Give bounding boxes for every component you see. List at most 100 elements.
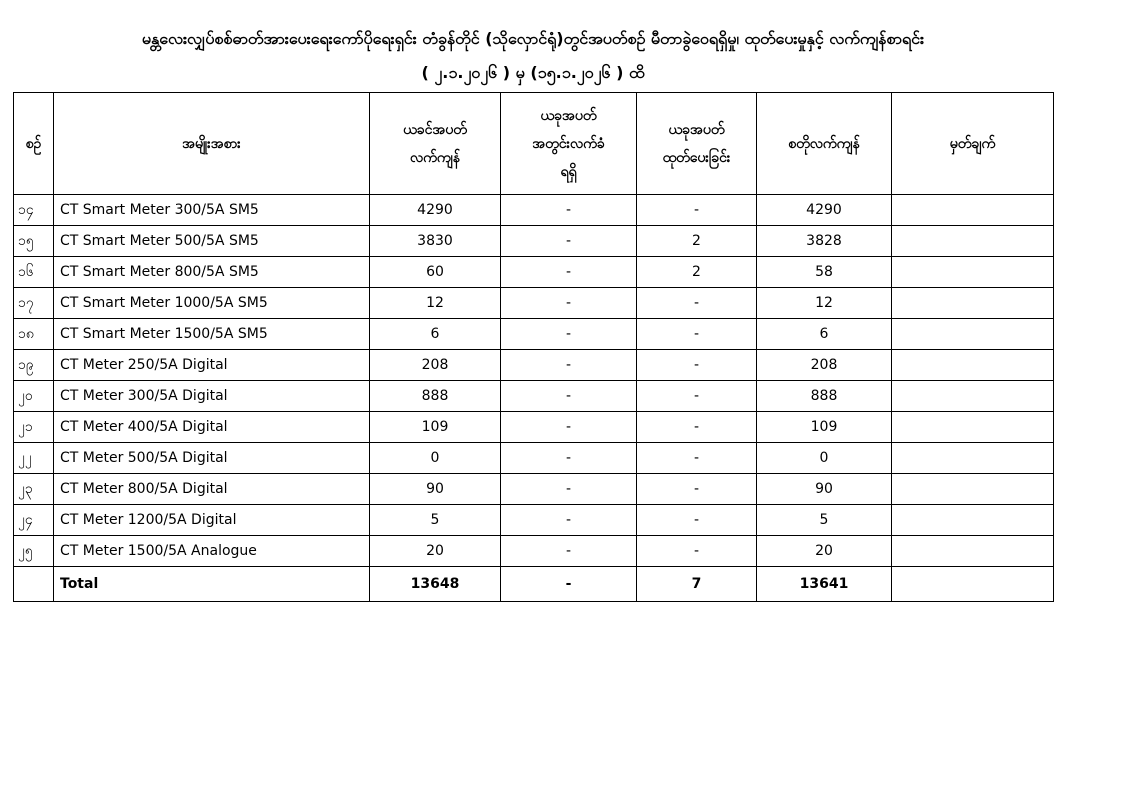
issued: 2: [636, 256, 757, 288]
remarks: [891, 349, 1054, 381]
received: -: [500, 442, 637, 474]
row-no: ၁၆: [13, 256, 54, 288]
received: -: [500, 256, 637, 288]
row-no: ၁၅: [13, 225, 54, 257]
table-row: ၁၇ CT Smart Meter 1000/5A SM5 12- -12: [13, 287, 1054, 319]
table-row: ၂၅ CT Meter 1500/5A Analogue 20- -20: [13, 535, 1054, 567]
store-balance: 12: [756, 287, 892, 319]
issued: -: [636, 535, 757, 567]
remarks: [891, 380, 1054, 412]
total-row: Total 13648-7 13641: [13, 566, 1054, 602]
issued: 7: [636, 566, 757, 602]
received: -: [500, 473, 637, 505]
header-issued: ယခုအပတ် ထုတ်ပေးခြင်း: [636, 92, 757, 195]
remarks: [891, 225, 1054, 257]
remarks: [891, 287, 1054, 319]
row-no: ၁၇: [13, 287, 54, 319]
issued: -: [636, 194, 757, 226]
header-row: စဉ် အမျိုးအစား ယခင်အပတ် လက်ကျန် ယခုအပတ် …: [13, 92, 1054, 195]
header-no: စဉ်: [13, 92, 54, 195]
received: -: [500, 349, 637, 381]
previous-balance: 0: [369, 442, 501, 474]
meter-type: CT Meter 500/5A Digital: [53, 442, 370, 474]
issued: -: [636, 380, 757, 412]
remarks: [891, 535, 1054, 567]
issued: -: [636, 287, 757, 319]
meter-type: CT Meter 400/5A Digital: [53, 411, 370, 443]
table-row: ၁၈ CT Smart Meter 1500/5A SM5 6- -6: [13, 318, 1054, 350]
header-type: အမျိုးအစား: [53, 92, 370, 195]
row-no: ၂၃: [13, 473, 54, 505]
date-range: ( ၂.၁.၂၀၂၆ ) မှ (၁၅.၁.၂၀၂၆ ) ထိ: [421, 63, 645, 82]
received: -: [500, 287, 637, 319]
meter-type: CT Smart Meter 1500/5A SM5: [53, 318, 370, 350]
row-no: [13, 566, 54, 602]
store-balance: 20: [756, 535, 892, 567]
previous-balance: 12: [369, 287, 501, 319]
header-previous-balance: ယခင်အပတ် လက်ကျန်: [369, 92, 501, 195]
header-store-balance: စတိုလက်ကျန်: [756, 92, 892, 195]
store-balance: 888: [756, 380, 892, 412]
row-no: ၂၄: [13, 504, 54, 536]
store-balance: 3828: [756, 225, 892, 257]
remarks: [891, 411, 1054, 443]
store-balance: 4290: [756, 194, 892, 226]
remarks: [891, 504, 1054, 536]
remarks: [891, 194, 1054, 226]
header-remarks: မှတ်ချက်: [891, 92, 1054, 195]
received: -: [500, 411, 637, 443]
table-row: ၁၆ CT Smart Meter 800/5A SM5 60-2 58: [13, 256, 1054, 288]
received: -: [500, 535, 637, 567]
header-received: ယခုအပတ် အတွင်းလက်ခံ ရရှိ: [500, 92, 637, 195]
table-row: ၂၃ CT Meter 800/5A Digital 90- -90: [13, 473, 1054, 505]
meter-type: Total: [53, 566, 370, 602]
remarks: [891, 318, 1054, 350]
table-row: ၂၁ CT Meter 400/5A Digital 109- -109: [13, 411, 1054, 443]
previous-balance: 20: [369, 535, 501, 567]
previous-balance: 109: [369, 411, 501, 443]
row-no: ၁၉: [13, 349, 54, 381]
remarks: [891, 473, 1054, 505]
row-no: ၁၈: [13, 318, 54, 350]
received: -: [500, 504, 637, 536]
row-no: ၂၂: [13, 442, 54, 474]
previous-balance: 888: [369, 380, 501, 412]
row-no: ၂၁: [13, 411, 54, 443]
table-row: ၁၅ CT Smart Meter 500/5A SM5 3830-2 3828: [13, 225, 1054, 257]
store-balance: 5: [756, 504, 892, 536]
previous-balance: 4290: [369, 194, 501, 226]
received: -: [500, 225, 637, 257]
meter-type: CT Smart Meter 800/5A SM5: [53, 256, 370, 288]
previous-balance: 90: [369, 473, 501, 505]
issued: -: [636, 349, 757, 381]
table-row: ၁၄ CT Smart Meter 300/5A SM5 4290- -4290: [13, 194, 1054, 226]
received: -: [500, 194, 637, 226]
store-balance: 0: [756, 442, 892, 474]
table-row: ၁၉ CT Meter 250/5A Digital 208- -208: [13, 349, 1054, 381]
meter-type: CT Meter 800/5A Digital: [53, 473, 370, 505]
remarks: [891, 566, 1054, 602]
meter-type: CT Smart Meter 1000/5A SM5: [53, 287, 370, 319]
previous-balance: 208: [369, 349, 501, 381]
store-balance: 208: [756, 349, 892, 381]
store-balance: 90: [756, 473, 892, 505]
remarks: [891, 442, 1054, 474]
store-balance: 109: [756, 411, 892, 443]
issued: -: [636, 411, 757, 443]
previous-balance: 13648: [369, 566, 501, 602]
document-title: မန္တလေးလျှပ်စစ်ဓာတ်အားပေးရေးကော်ပိုရေးရှ…: [141, 29, 925, 48]
previous-balance: 6: [369, 318, 501, 350]
issued: -: [636, 442, 757, 474]
meter-type: CT Meter 1200/5A Digital: [53, 504, 370, 536]
remarks: [891, 256, 1054, 288]
row-no: ၂၀: [13, 380, 54, 412]
previous-balance: 5: [369, 504, 501, 536]
meter-type: CT Meter 1500/5A Analogue: [53, 535, 370, 567]
issued: -: [636, 318, 757, 350]
table-row: ၂၂ CT Meter 500/5A Digital 0- -0: [13, 442, 1054, 474]
received: -: [500, 318, 637, 350]
meter-stock-table: စဉ် အမျိုးအစား ယခင်အပတ် လက်ကျန် ယခုအပတ် …: [13, 92, 1054, 602]
meter-type: CT Smart Meter 500/5A SM5: [53, 225, 370, 257]
store-balance: 6: [756, 318, 892, 350]
table-row: ၂၄ CT Meter 1200/5A Digital 5- -5: [13, 504, 1054, 536]
